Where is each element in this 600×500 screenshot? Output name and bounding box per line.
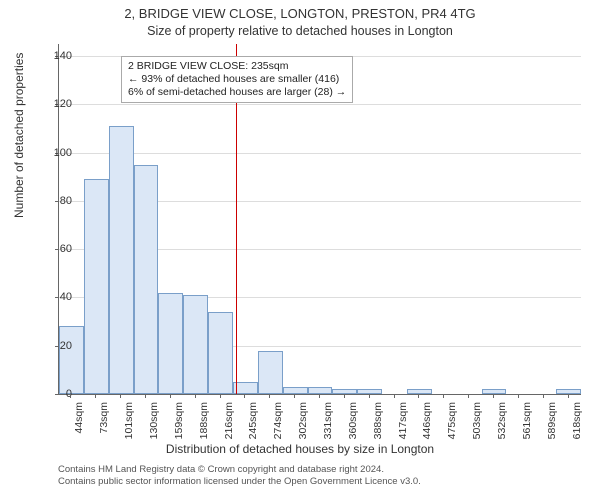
histogram-bar [332,389,357,394]
histogram-bar [158,293,183,394]
gridline-h [59,104,581,105]
y-tick-label: 0 [32,388,72,400]
footer-line1: Contains HM Land Registry data © Crown c… [58,464,421,476]
x-tick-mark [344,394,345,398]
histogram-bar [183,295,208,394]
y-tick-label: 120 [32,98,72,110]
annotation-box: 2 BRIDGE VIEW CLOSE: 235sqm← 93% of deta… [121,56,353,103]
histogram-bar [84,179,109,394]
x-tick-mark [568,394,569,398]
x-tick-mark [170,394,171,398]
annotation-line: ← 93% of detached houses are smaller (41… [128,73,346,86]
plot-area: 2 BRIDGE VIEW CLOSE: 235sqm← 93% of deta… [58,44,581,395]
x-tick-mark [394,394,395,398]
x-tick-mark [319,394,320,398]
y-tick-label: 40 [32,291,72,303]
x-tick-mark [518,394,519,398]
x-tick-mark [244,394,245,398]
footer-line2: Contains public sector information licen… [58,476,421,488]
histogram-bar [308,387,333,394]
histogram-bar [134,165,159,394]
annotation-line: 2 BRIDGE VIEW CLOSE: 235sqm [128,60,346,73]
histogram-bar [357,389,382,394]
x-tick-mark [294,394,295,398]
y-tick-label: 140 [32,50,72,62]
histogram-bar [556,389,581,394]
chart-title-line2: Size of property relative to detached ho… [0,24,600,38]
x-tick-mark [70,394,71,398]
y-tick-label: 100 [32,147,72,159]
x-tick-mark [493,394,494,398]
y-tick-label: 60 [32,243,72,255]
x-tick-mark [443,394,444,398]
gridline-h [59,153,581,154]
chart-container: 2, BRIDGE VIEW CLOSE, LONGTON, PRESTON, … [0,0,600,500]
x-tick-mark [543,394,544,398]
x-tick-mark [120,394,121,398]
x-tick-mark [220,394,221,398]
footer-attribution: Contains HM Land Registry data © Crown c… [58,464,421,488]
histogram-bar [109,126,134,394]
x-tick-mark [468,394,469,398]
y-axis-label: Number of detached properties [12,53,26,218]
histogram-bar [208,312,233,394]
histogram-bar [407,389,432,394]
histogram-bar [283,387,308,394]
y-tick-label: 20 [32,340,72,352]
histogram-bar [59,326,84,394]
histogram-bar [258,351,283,394]
x-tick-mark [418,394,419,398]
chart-title-line1: 2, BRIDGE VIEW CLOSE, LONGTON, PRESTON, … [0,6,600,21]
x-tick-mark [95,394,96,398]
x-tick-mark [145,394,146,398]
x-tick-mark [369,394,370,398]
x-tick-mark [195,394,196,398]
x-tick-mark [269,394,270,398]
x-axis-label: Distribution of detached houses by size … [0,442,600,456]
annotation-line: 6% of semi-detached houses are larger (2… [128,86,346,99]
y-tick-label: 80 [32,195,72,207]
